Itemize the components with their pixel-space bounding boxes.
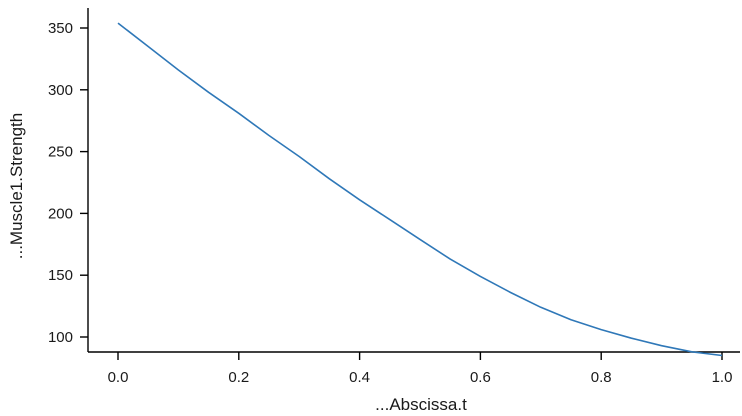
series-group: [117, 22, 723, 357]
y-tick-label: 350: [48, 20, 73, 37]
x-tick-label: 0.8: [591, 369, 612, 386]
series-line: [117, 22, 723, 357]
y-ticks: 100 150 200 250 300 350: [48, 20, 88, 346]
x-tick-label: 1.0: [712, 369, 733, 386]
y-tick-label: 250: [48, 144, 73, 161]
x-tick-label: 0.4: [349, 369, 370, 386]
y-tick-label: 200: [48, 205, 73, 222]
x-tick-label: 0.2: [228, 369, 249, 386]
y-axis-label: ...Muscle1.Strength: [7, 113, 26, 259]
x-tick-label: 0.0: [108, 369, 129, 386]
x-tick-label: 0.6: [470, 369, 491, 386]
x-ticks: 0.0 0.2 0.4 0.6 0.8 1.0: [108, 352, 733, 386]
y-tick-label: 300: [48, 82, 73, 99]
y-tick-label: 150: [48, 267, 73, 284]
x-axis-label: ...Abscissa.t: [375, 395, 467, 414]
y-tick-label: 100: [48, 329, 73, 346]
